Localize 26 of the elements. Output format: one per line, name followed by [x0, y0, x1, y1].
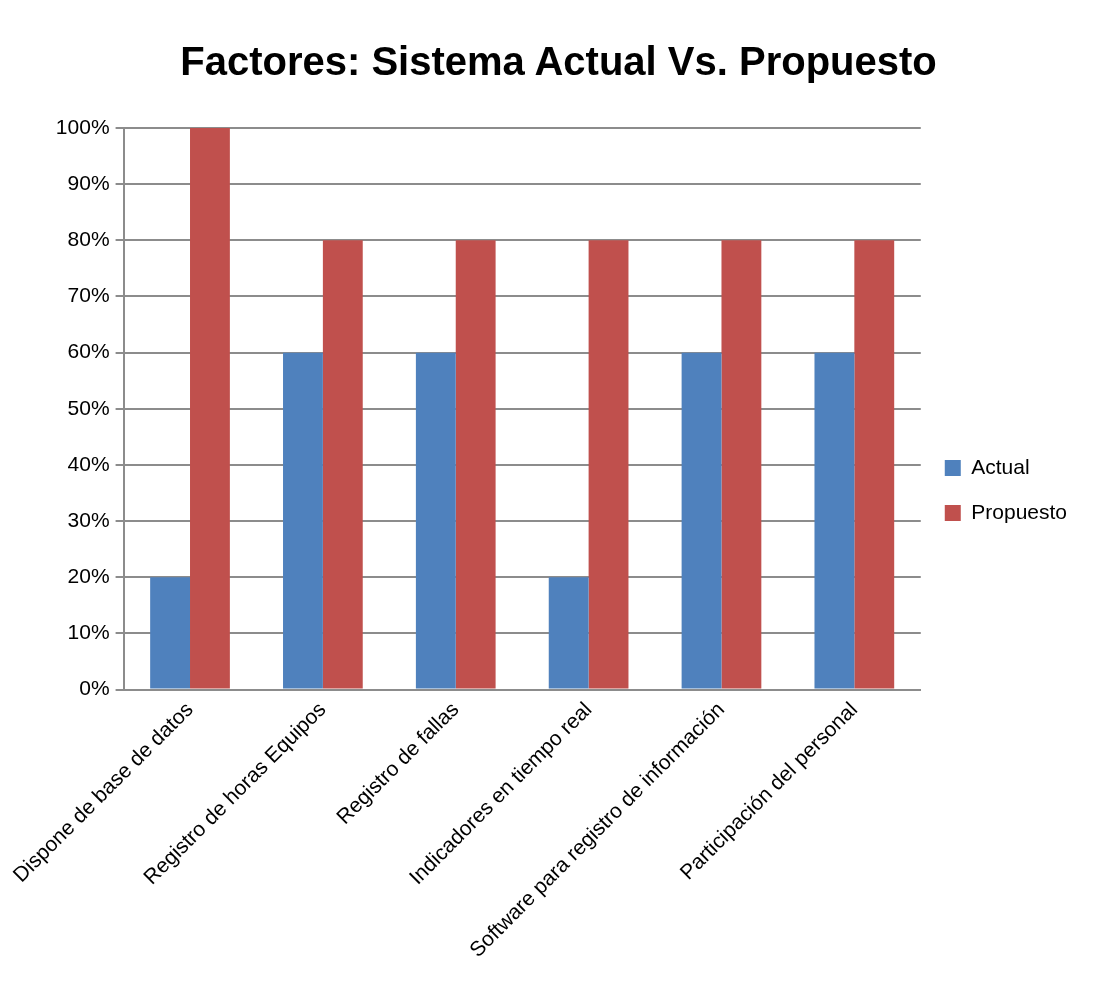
bar	[548, 577, 589, 689]
bar	[854, 240, 895, 689]
y-tick-label: 60%	[67, 339, 110, 363]
bar	[190, 128, 230, 689]
y-tick-label: 10%	[67, 620, 110, 644]
y-tick-label: 0%	[79, 676, 110, 700]
y-tick-label: 100%	[55, 114, 110, 138]
bar	[588, 240, 629, 689]
y-tick-label: 20%	[67, 564, 110, 588]
y-tick-label: 90%	[67, 170, 110, 194]
bar	[150, 577, 191, 689]
bar	[455, 240, 496, 689]
y-tick-label: 70%	[67, 283, 110, 307]
y-tick-label: 80%	[67, 227, 110, 251]
chart-title: Factores: Sistema Actual Vs. Propuesto	[180, 39, 937, 84]
bar	[322, 240, 363, 689]
bar	[681, 352, 722, 689]
bar	[283, 352, 323, 689]
y-tick-label: 50%	[67, 395, 110, 419]
legend-label: Actual	[971, 454, 1030, 478]
bar	[814, 352, 855, 689]
legend-label: Propuesto	[971, 499, 1067, 523]
y-tick-label: 40%	[67, 451, 110, 475]
bar	[415, 352, 456, 689]
bar	[721, 240, 762, 689]
y-tick-label: 30%	[67, 507, 110, 531]
